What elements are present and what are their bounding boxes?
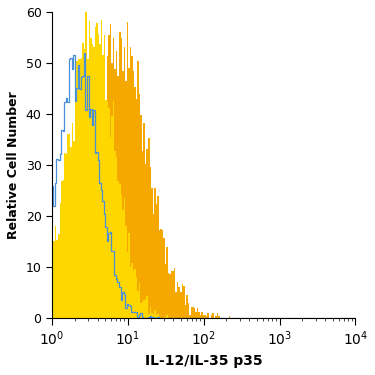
Y-axis label: Relative Cell Number: Relative Cell Number [7,91,20,239]
X-axis label: IL-12/IL-35 p35: IL-12/IL-35 p35 [145,354,262,368]
